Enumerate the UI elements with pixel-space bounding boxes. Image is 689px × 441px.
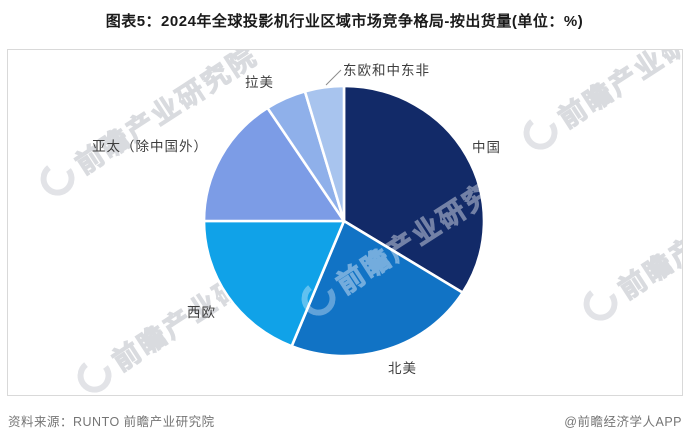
slice-label-western-europe: 西欧	[187, 305, 216, 320]
pie-slice-1	[290, 219, 464, 358]
pie-slice-2	[202, 219, 346, 348]
figure-footer: 资料来源：RUNTO 前瞻产业研究院 @前瞻经济学人APP	[0, 408, 689, 430]
pie-slice-5	[303, 84, 346, 223]
source-text: 资料来源：RUNTO 前瞻产业研究院	[8, 415, 215, 429]
pie-chart	[202, 69, 486, 358]
slice-label-ee-mea: 东欧和中东非	[343, 63, 430, 78]
slice-label-china: 中国	[472, 140, 501, 155]
slice-label-north-america: 北美	[388, 361, 417, 376]
credit-text: @前瞻经济学人APP	[564, 415, 682, 429]
chart-panel: 前瞻产业研究院 前瞻产业研究院 前瞻产业研究院 前瞻产业研究院 前瞻产业研究院 …	[7, 49, 683, 396]
slice-label-latin-america: 拉美	[245, 75, 274, 90]
figure-title: 图表5：2024年全球投影机行业区域市场竞争格局-按出货量(单位：%)	[105, 13, 584, 30]
slice-label-apac-excl-china: 亚太（除中国外）	[92, 139, 208, 154]
pie-slice-3	[202, 106, 346, 223]
label-leader-line	[325, 69, 342, 86]
